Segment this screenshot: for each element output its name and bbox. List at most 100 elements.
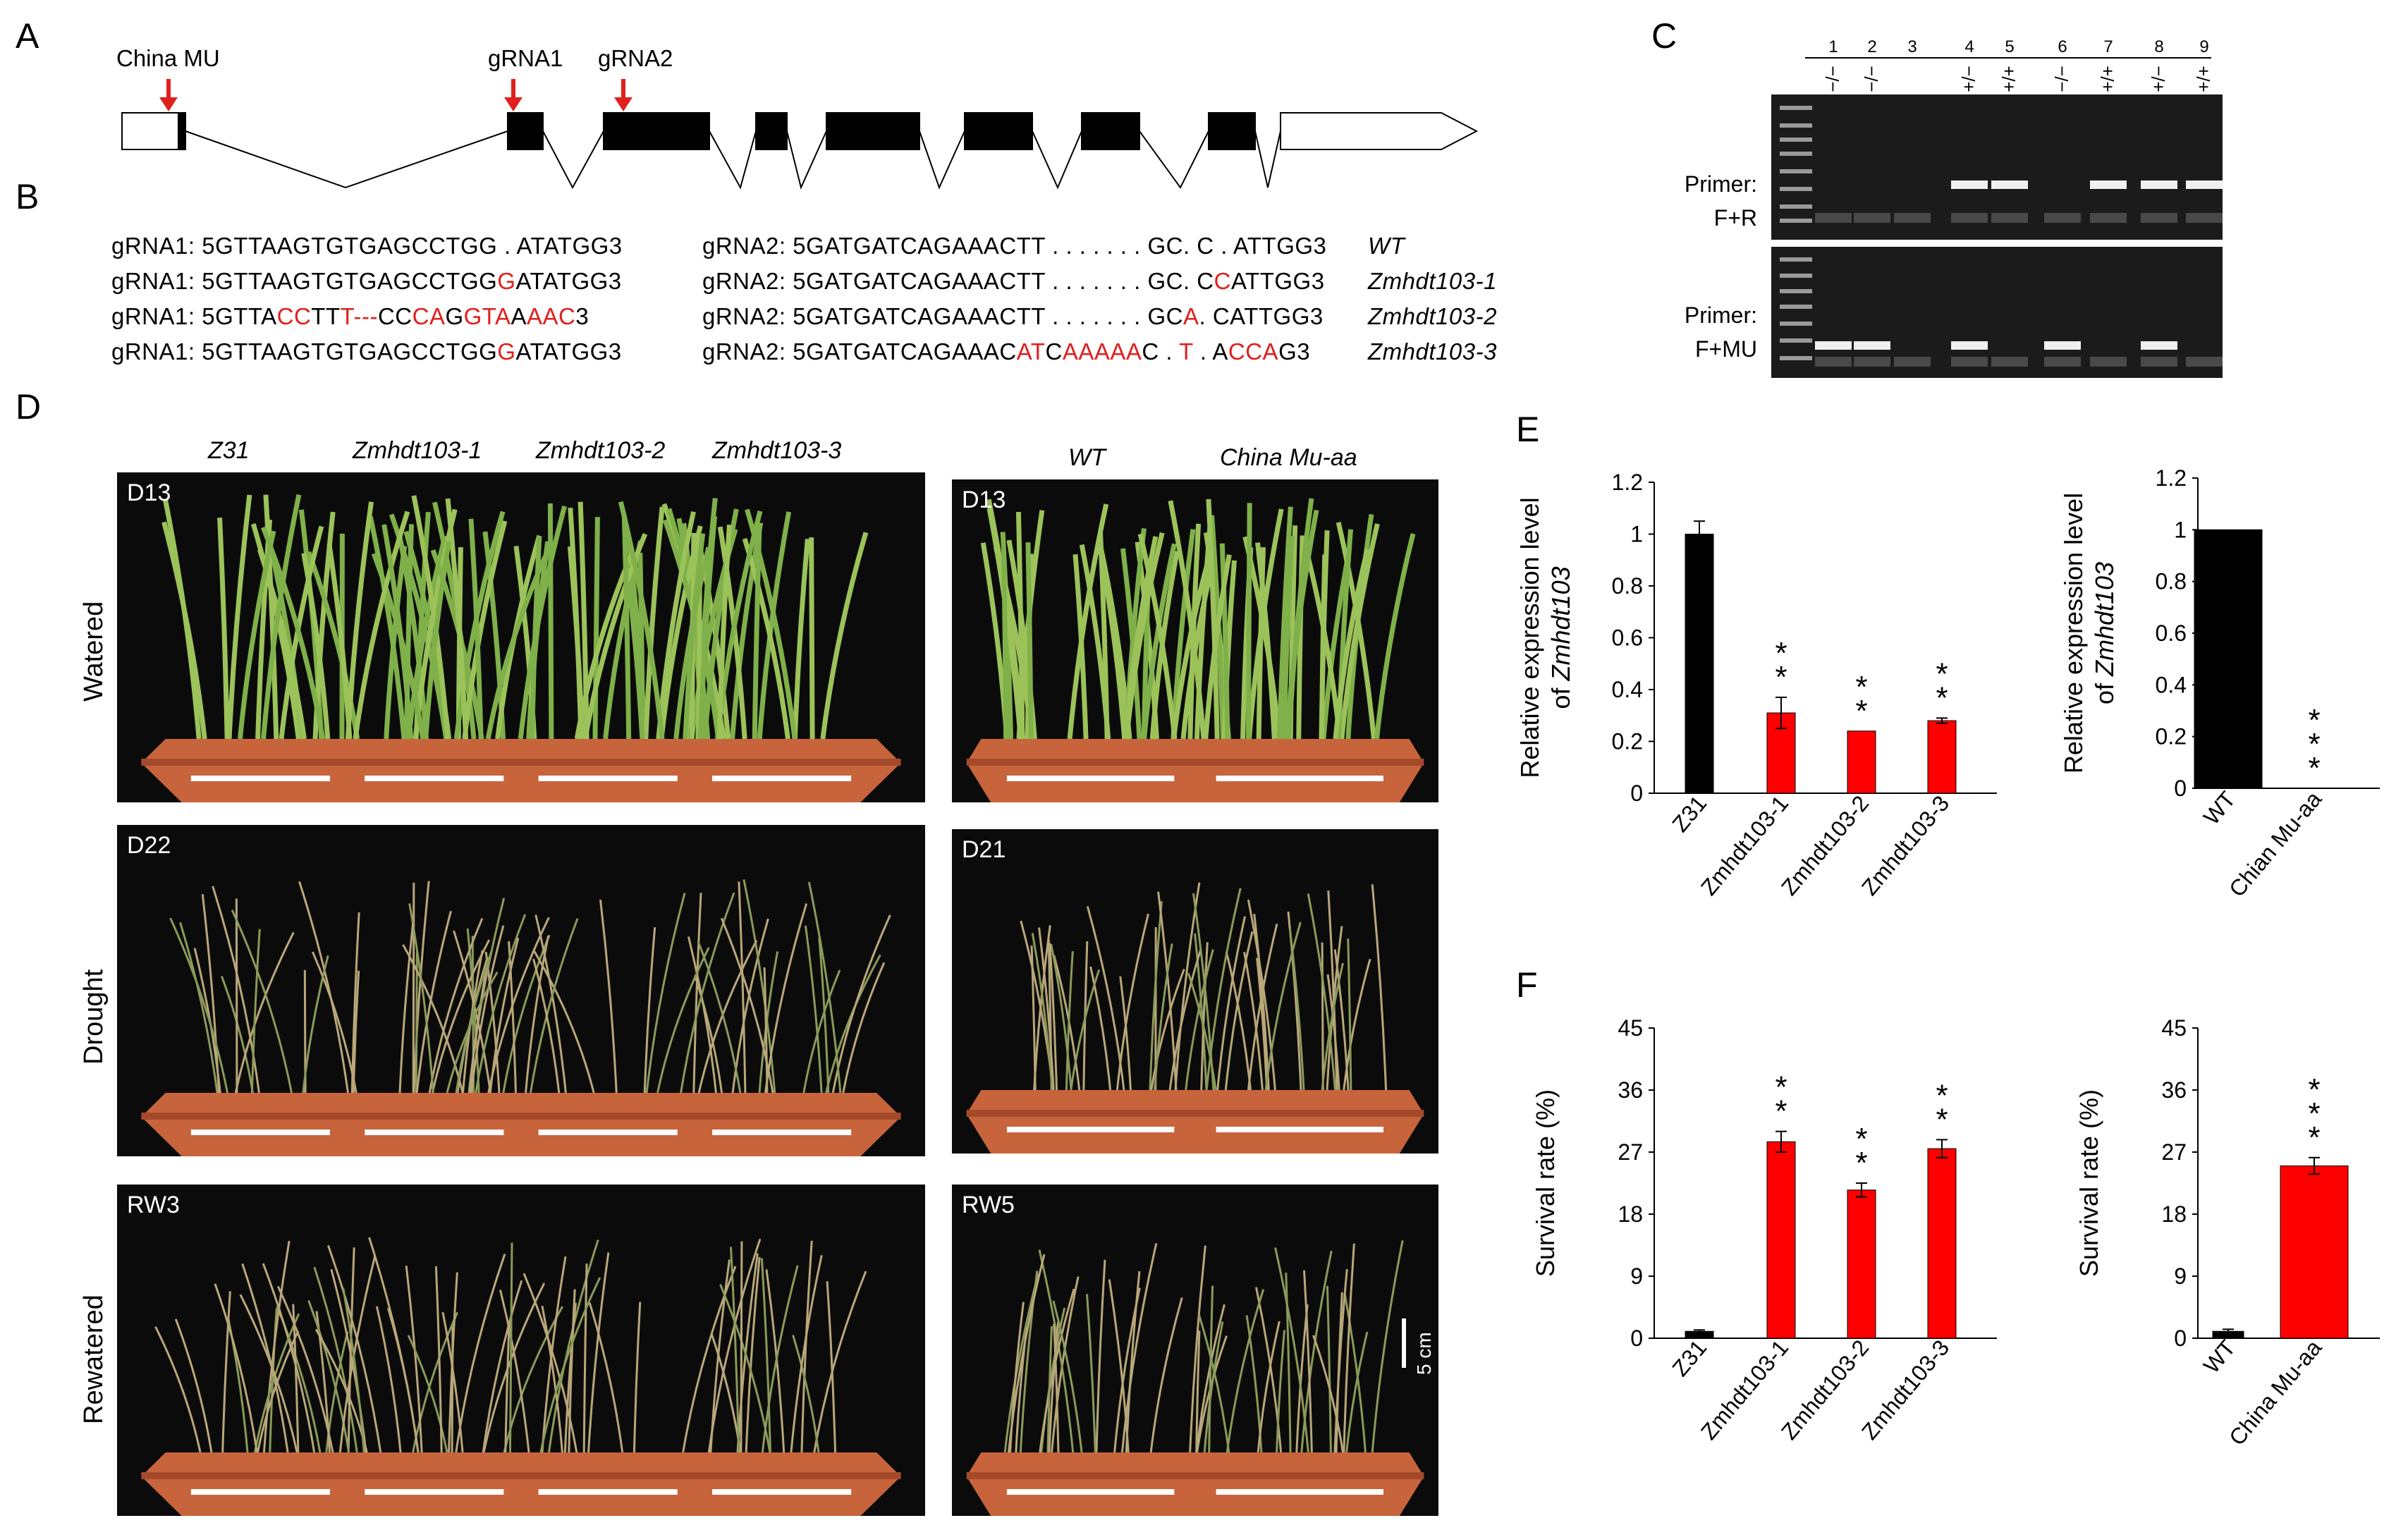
primer-label: Primer:: [1685, 302, 1757, 328]
gel-band: [1854, 341, 1890, 350]
panel-label-d: D: [16, 387, 42, 427]
x-tick-label: WT: [2199, 1335, 2241, 1378]
y-tick-label: 0.4: [1612, 677, 1643, 702]
sequence-segment: . A: [1193, 338, 1228, 365]
mutated-base: ---: [353, 303, 378, 329]
sequence-prefix: gRNA1: 5: [111, 303, 216, 329]
genotype-header: Z31: [208, 437, 250, 464]
sequence-prefix: gRNA1: 5: [111, 268, 216, 294]
significance-star: *: [1775, 1094, 1787, 1129]
sequence-prefix: gRNA2: 5: [702, 268, 807, 294]
genotype-header: Zmhdt103-3: [712, 437, 842, 464]
y-tick-label: 45: [1618, 1015, 1643, 1041]
lane-number: 3: [1907, 37, 1917, 56]
bar: [1685, 534, 1714, 794]
grna2-sequence: gRNA2: 5GATGATCAGAAACTT . . . . . . . GC…: [702, 233, 1326, 259]
primer-label: F+R: [1714, 205, 1757, 231]
mutated-base: C: [1214, 268, 1231, 294]
gel-band: [1815, 341, 1852, 350]
mutated-base: CCA: [1228, 338, 1279, 365]
bar: [2194, 529, 2263, 789]
sequence-prefix: gRNA2: 5: [702, 338, 807, 365]
y-tick-label: 1: [1630, 522, 1643, 547]
gel-band: [2141, 180, 2177, 189]
primer-label: Primer:: [1685, 171, 1757, 197]
panel-label-c: C: [1651, 16, 1677, 56]
significance-star: *: [2308, 727, 2320, 761]
significance-star: *: [2308, 1072, 2320, 1107]
y-tick-label: 1.2: [2156, 465, 2187, 491]
time-point-tag: D22: [127, 832, 171, 859]
grna1-label: gRNA1: [488, 45, 563, 71]
plant-photo: D13: [952, 479, 1438, 802]
scale-bar: [1402, 1318, 1406, 1368]
sequence-segment: G: [445, 303, 464, 329]
grna1-sequence: gRNA1: 5GTTAAGTGTGAGCCTGGGATATGG3: [111, 338, 622, 365]
genotype-label: −/−: [2051, 66, 2072, 92]
gel-band: [2044, 341, 2081, 350]
y-tick-label: 0: [1630, 781, 1643, 806]
gel-band: [2141, 341, 2177, 350]
bar: [1927, 1148, 1957, 1339]
plant-photo: D22: [117, 825, 925, 1156]
lane-number: 6: [2058, 37, 2067, 56]
time-point-tag: D13: [962, 486, 1006, 513]
significance-star: *: [2308, 1120, 2320, 1155]
mutated-base: CA: [412, 303, 446, 329]
y-tick-label: 27: [1618, 1139, 1643, 1165]
y-tick-label: 0: [1630, 1326, 1643, 1351]
sequence-segment: C: [1045, 338, 1063, 365]
genotype-header: WT: [1068, 444, 1106, 471]
bar: [1766, 1141, 1796, 1339]
lane-number: 8: [2154, 37, 2163, 56]
plant-photo: RW3: [117, 1185, 925, 1516]
y-axis-label: Survival rate (%): [2074, 1089, 2103, 1277]
sequence-segment: GTTAAGTGTGAGCCTGG: [215, 338, 498, 365]
significance-star: *: [1855, 670, 1867, 704]
significance-star: *: [1775, 660, 1787, 694]
sequence-prefix: gRNA2: 5: [702, 303, 807, 329]
y-tick-label: 0.8: [2156, 569, 2187, 594]
y-axis-label: Survival rate (%): [1531, 1089, 1560, 1277]
sequence-prefix: gRNA1: 5: [111, 233, 216, 259]
panel-label-f: F: [1516, 965, 1538, 1005]
y-tick-label: 18: [2161, 1201, 2187, 1227]
significance-star: *: [1936, 656, 1948, 691]
time-point-tag: D21: [962, 836, 1006, 863]
lane-number: 4: [1964, 37, 1974, 56]
sequence-segment: GATGATCAGAAACTT . . . . . . . GC. C: [806, 268, 1214, 294]
y-tick-label: 36: [2161, 1077, 2187, 1103]
genotype-label: +/+: [2097, 66, 2118, 92]
gel-band: [1951, 180, 1988, 189]
lane-number: 5: [2005, 37, 2014, 56]
lane-number: 9: [2199, 37, 2208, 56]
sequence-prefix: gRNA1: 5: [111, 338, 216, 365]
x-tick-label: Z31: [1667, 1335, 1711, 1381]
significance-star: *: [1936, 1078, 1948, 1113]
sequence-segment: GTTAAGTGTGAGCCTGG . ATATGG3: [215, 233, 623, 259]
time-point-tag: D13: [127, 479, 171, 506]
mutated-base: A: [1182, 303, 1199, 329]
y-tick-label: 27: [2161, 1139, 2187, 1165]
grna2-sequence: gRNA2: 5GATGATCAGAAACATCAAAAAC . T . ACC…: [702, 338, 1310, 365]
y-axis-label: Relative expression levelof Zmhdt103: [1515, 497, 1575, 778]
grna2-sequence: gRNA2: 5GATGATCAGAAACTT . . . . . . . GC…: [702, 303, 1324, 330]
mutated-base: GTA: [463, 303, 511, 329]
china-mu-label: China MU: [116, 45, 220, 71]
mutated-base: G: [497, 268, 516, 294]
gel-band: [1991, 180, 2028, 189]
sequence-segment: GATGATCAGAAACTT . . . . . . . GC: [806, 303, 1183, 329]
y-tick-label: 0.2: [1612, 729, 1643, 754]
y-tick-label: 0.8: [1612, 573, 1643, 599]
bar: [2280, 1165, 2349, 1339]
genotype-label: +/−: [1958, 66, 1979, 92]
sequence-segment: C .: [1142, 338, 1180, 365]
genotype-label: −/−: [1822, 66, 1843, 92]
y-tick-label: 0: [2174, 1326, 2187, 1351]
lane-number: 1: [1828, 37, 1838, 56]
sequence-segment: GATGATCAGAAACTT . . . . . . . GC. C . AT…: [806, 233, 1327, 259]
y-tick-label: 9: [2174, 1263, 2187, 1289]
grna2-label: gRNA2: [598, 45, 673, 71]
genotype-header: Zmhdt103-2: [536, 437, 666, 464]
